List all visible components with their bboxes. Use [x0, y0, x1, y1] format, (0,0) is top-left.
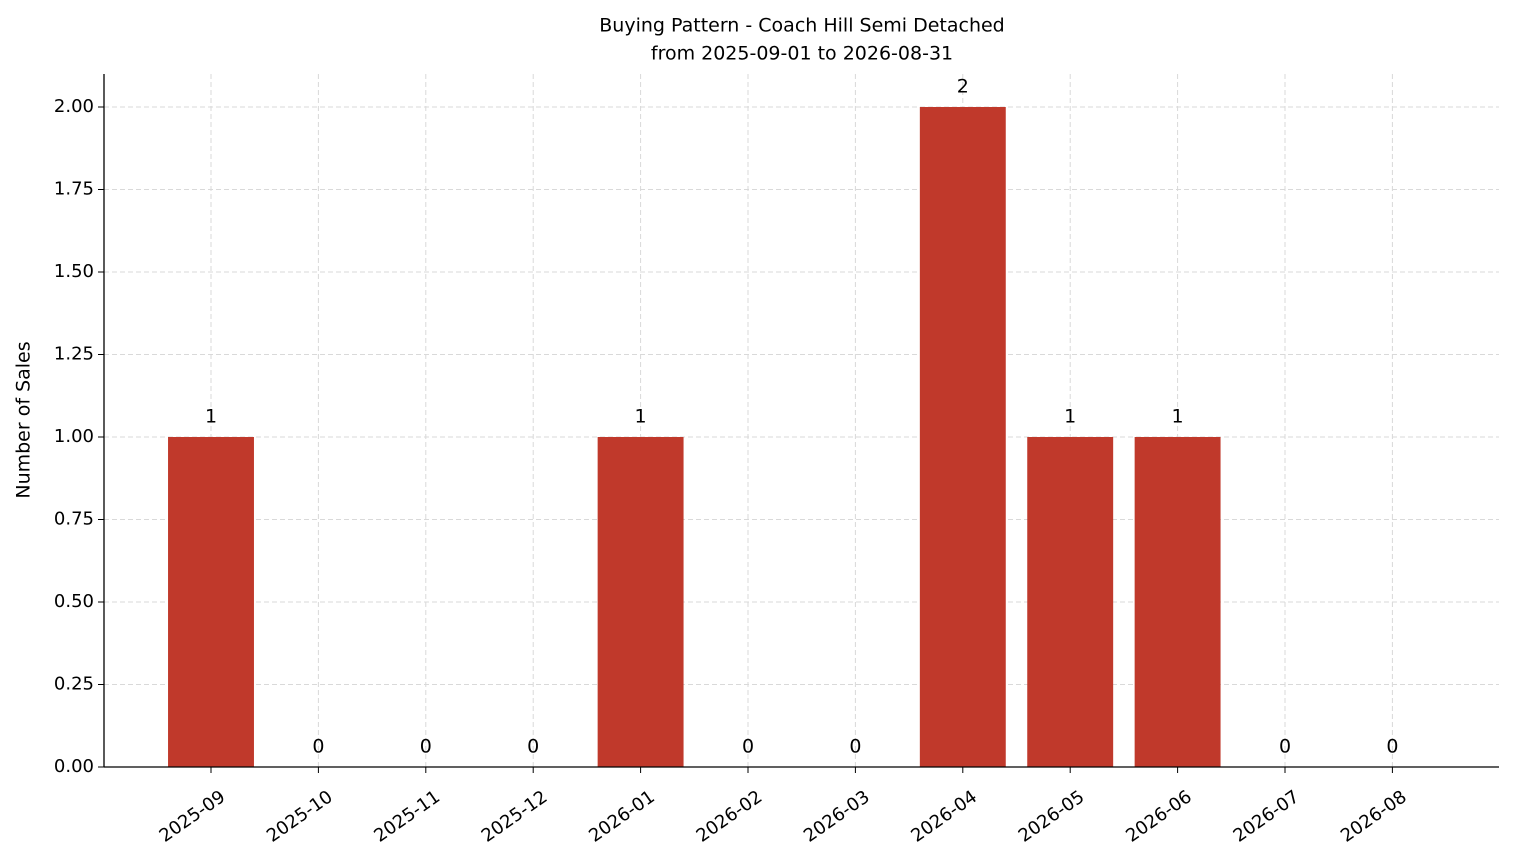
- x-tick-label: 2025-09: [156, 786, 230, 846]
- y-tick-label: 1.25: [54, 344, 94, 365]
- y-tick-label: 1.00: [54, 426, 94, 447]
- bar: [168, 437, 254, 767]
- x-tick-label: 2026-08: [1337, 786, 1411, 846]
- y-tick-label: 0.00: [54, 756, 94, 777]
- value-label: 0: [849, 736, 861, 758]
- bar: [1027, 437, 1114, 767]
- value-label: 0: [527, 736, 539, 758]
- x-tick-label: 2025-12: [478, 786, 552, 846]
- y-tick-label: 0.25: [54, 674, 94, 695]
- y-tick-label: 1.75: [54, 179, 94, 200]
- x-tick-label: 2026-01: [585, 786, 659, 846]
- x-tick-label: 2026-06: [1122, 786, 1196, 846]
- x-tick-label: 2026-03: [800, 786, 874, 846]
- value-label: 1: [205, 406, 217, 428]
- value-label: 0: [420, 736, 432, 758]
- value-label: 1: [1064, 406, 1076, 428]
- value-label: 2: [957, 76, 969, 98]
- x-tick-label: 2025-11: [370, 786, 444, 846]
- y-tick-label: 0.50: [54, 591, 94, 612]
- x-tick-label: 2026-02: [693, 786, 767, 846]
- bar: [919, 107, 1006, 767]
- bar: [597, 437, 684, 767]
- y-axis-label: Number of Sales: [13, 341, 35, 498]
- value-label: 0: [312, 736, 324, 758]
- x-tick-label: 2026-05: [1015, 786, 1089, 846]
- bar: [1134, 437, 1221, 767]
- y-tick-label: 2.00: [54, 96, 94, 117]
- chart-subtitle: from 2025-09-01 to 2026-08-31: [651, 43, 953, 65]
- y-tick-label: 1.50: [54, 261, 94, 282]
- value-label: 0: [742, 736, 754, 758]
- chart-title: Buying Pattern - Coach Hill Semi Detache…: [599, 15, 1005, 37]
- value-label: 0: [1279, 736, 1291, 758]
- x-tick-label: 2025-10: [263, 786, 337, 846]
- x-tick-label: 2026-07: [1230, 786, 1304, 846]
- x-tick-label: 2026-04: [907, 786, 981, 846]
- value-label: 1: [1172, 406, 1184, 428]
- y-tick-label: 0.75: [54, 509, 94, 530]
- value-label: 1: [635, 406, 647, 428]
- value-label: 0: [1386, 736, 1398, 758]
